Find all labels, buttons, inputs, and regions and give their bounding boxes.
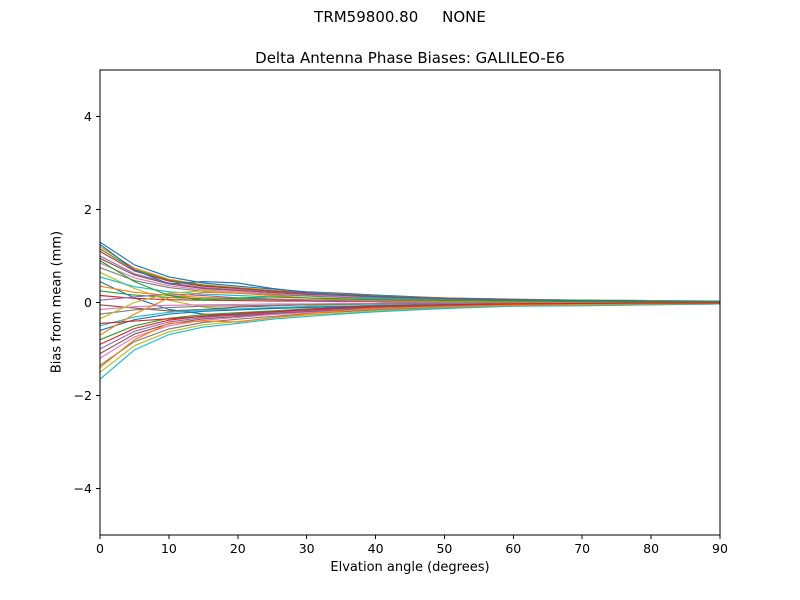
series-line [99,303,721,373]
x-axis-label: Elvation angle (degrees) [330,560,490,575]
figure-title: TRM59800.80 NONE [314,8,486,26]
series-line [99,302,721,324]
axes-title: Delta Antenna Phase Biases: GALILEO-E6 [255,49,565,67]
y-axis-label: Bias from mean (mm) [49,230,65,374]
series-line [99,243,721,303]
y-tick-label: 2 [84,202,92,217]
x-tick-label: 80 [643,541,659,556]
series-line [99,260,721,303]
y-tick-label: 4 [84,109,92,124]
y-tick-label: −2 [74,388,92,403]
x-tick-label: 20 [230,541,246,556]
x-tick-label: 70 [574,541,590,556]
x-tick-label: 30 [299,541,315,556]
x-tick-label: 10 [161,541,177,556]
x-tick-label: 60 [505,541,521,556]
series-line [99,241,721,302]
x-tick-label: 90 [712,541,728,556]
series-line [99,302,721,369]
series-line [99,303,721,380]
y-tick-label: 0 [84,295,92,310]
axes-spines [99,69,721,536]
x-tick-label: 40 [368,541,384,556]
x-tick-label: 50 [436,541,452,556]
y-tick-label: −4 [74,481,92,496]
x-tick-label: 0 [96,541,104,556]
